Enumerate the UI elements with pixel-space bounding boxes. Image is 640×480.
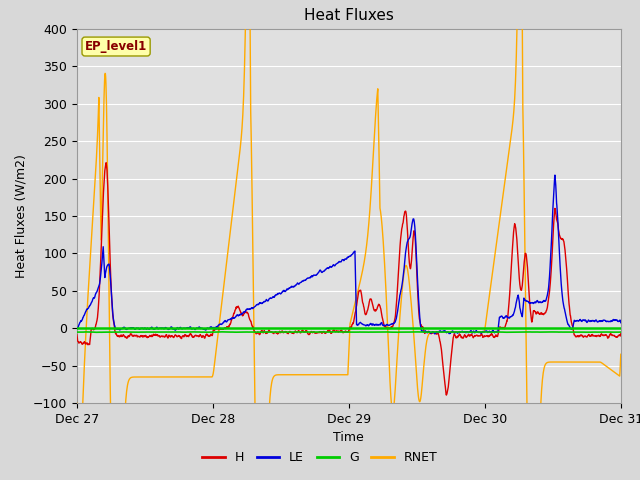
Legend: H, LE, G, RNET: H, LE, G, RNET: [197, 446, 443, 469]
Title: Heat Fluxes: Heat Fluxes: [304, 9, 394, 24]
Text: EP_level1: EP_level1: [85, 40, 147, 53]
Y-axis label: Heat Fluxes (W/m2): Heat Fluxes (W/m2): [14, 154, 27, 278]
X-axis label: Time: Time: [333, 432, 364, 444]
